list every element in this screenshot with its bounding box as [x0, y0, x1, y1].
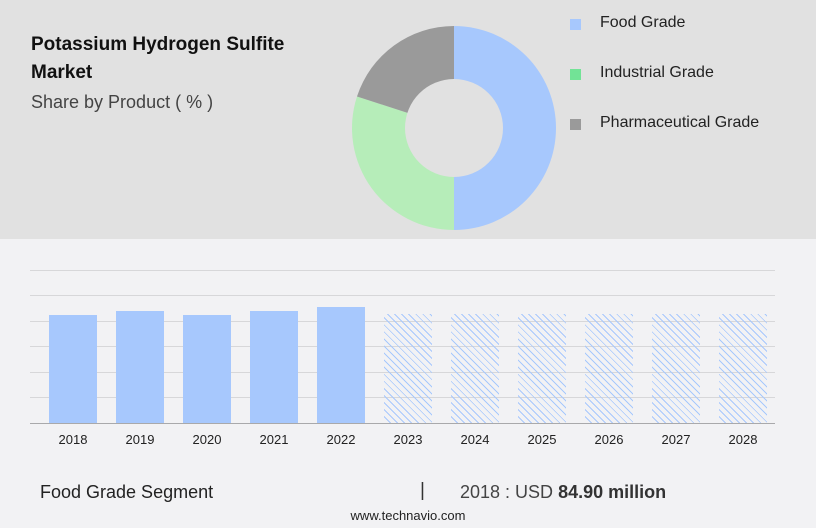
x-tick-label: 2023 [393, 432, 423, 447]
segment-label: Food Grade Segment [40, 482, 214, 502]
legend-label: Industrial Grade [600, 64, 714, 81]
x-tick-label: 2020 [192, 432, 222, 447]
forecast-bar-2027 [652, 314, 700, 423]
x-tick-label: 2021 [259, 432, 289, 447]
segment-value-prefix: 2018 : USD [460, 482, 559, 502]
x-tick-label: 2025 [527, 432, 557, 447]
forecast-bar-2025 [518, 314, 566, 423]
x-tick-label: 2019 [125, 432, 155, 447]
forecast-bar-2023 [384, 314, 432, 423]
top-panel: Potassium Hydrogen Sulfite Market Share … [0, 0, 816, 239]
legend-label: Food Grade [600, 14, 686, 31]
x-tick-label: 2022 [326, 432, 356, 447]
gridline [30, 295, 775, 296]
x-axis-line [30, 423, 775, 424]
chart-subtitle: Share by Product ( % ) [31, 92, 214, 112]
bar-2019 [116, 311, 164, 423]
bar-2021 [250, 311, 298, 423]
bar-2018 [49, 315, 97, 423]
forecast-bar-2024 [451, 314, 499, 423]
forecast-bar-2026 [585, 314, 633, 423]
legend-swatch-pharmaceutical-grade [570, 119, 581, 130]
legend-label: Pharmaceutical Grade [600, 114, 760, 131]
bar-2020 [183, 315, 231, 423]
bar-2022 [317, 307, 365, 423]
x-tick-label: 2026 [594, 432, 624, 447]
segment-value: 2018 : USD 84.90 million [460, 482, 666, 503]
segment-value-amount: 84.90 million [558, 482, 667, 502]
chart-title: Potassium Hydrogen Sulfite Market [31, 34, 285, 83]
x-tick-label: 2028 [728, 432, 758, 447]
donut-chart [352, 26, 556, 230]
x-tick-label: 2024 [460, 432, 490, 447]
gridline [30, 270, 775, 271]
forecast-bar-2028 [719, 314, 767, 423]
bar-chart: 2018 2019 2020 2021 2022 2023 2024 2025 2026 2027… [0, 239, 816, 459]
legend-swatch-food-grade [570, 19, 581, 30]
donut-slice-food-grade [454, 26, 556, 230]
x-tick-label: 2018 [58, 432, 88, 447]
x-tick-label: 2027 [661, 432, 691, 447]
source-url: www.technavio.com [350, 508, 466, 523]
legend-swatch-industrial-grade [570, 69, 581, 80]
footer-separator: | [420, 480, 425, 501]
